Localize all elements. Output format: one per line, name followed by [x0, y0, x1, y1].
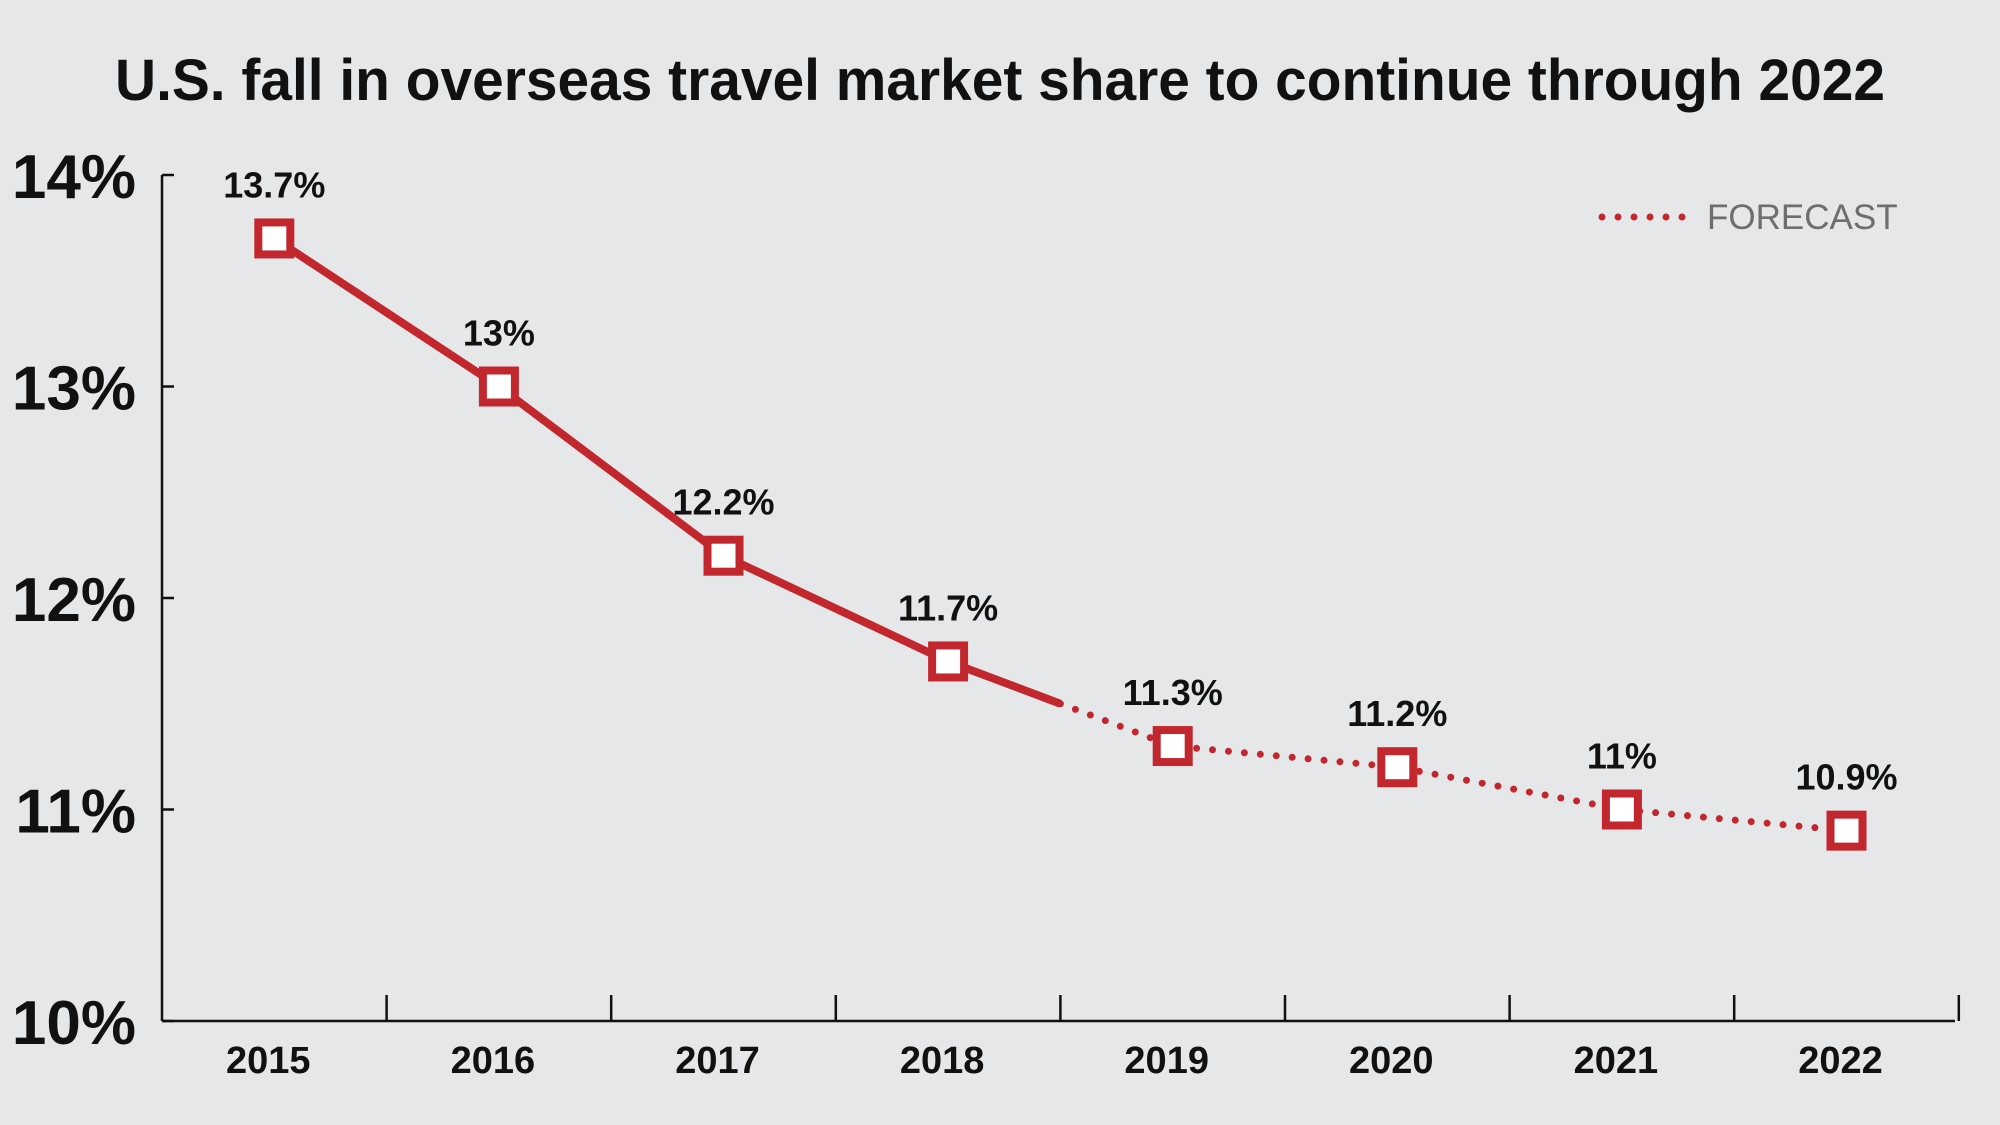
- y-tick-label: 13%: [12, 355, 136, 424]
- x-axis-ticks: 2015 2016 2017 2018 2019 2020 2021 2022: [226, 995, 1961, 1082]
- legend: FORECAST: [1598, 198, 1898, 237]
- x-tick-label: 2022: [1798, 1040, 1883, 1082]
- y-axis-ticks: 10% 11% 12% 13% 14%: [12, 143, 174, 1058]
- y-tick-label: 14%: [12, 143, 136, 212]
- data-label: 13%: [463, 313, 535, 354]
- data-label: 13.7%: [223, 164, 325, 205]
- data-label: 11.3%: [1123, 672, 1223, 713]
- data-point-marker: [1152, 726, 1193, 767]
- x-tick-label: 2015: [226, 1040, 311, 1082]
- y-tick-label: 11%: [15, 778, 136, 847]
- data-point-marker: [1601, 789, 1642, 830]
- x-tick-label: 2020: [1349, 1040, 1434, 1082]
- legend-forecast-label: FORECAST: [1707, 198, 1898, 237]
- x-tick-label: 2021: [1574, 1040, 1659, 1082]
- y-tick-label: 12%: [12, 566, 136, 635]
- data-point-marker: [478, 366, 519, 407]
- data-label: 10.9%: [1795, 757, 1897, 798]
- x-tick-label: 2016: [451, 1040, 536, 1082]
- data-label: 11.7%: [898, 587, 998, 628]
- data-markers: [254, 218, 1867, 851]
- data-point-marker: [1377, 747, 1418, 788]
- data-label: 11%: [1587, 736, 1657, 777]
- x-tick-label: 2018: [900, 1040, 985, 1082]
- y-tick-label: 10%: [12, 989, 136, 1058]
- data-point-marker: [928, 641, 969, 682]
- x-tick-label: 2017: [675, 1040, 760, 1082]
- data-point-marker: [703, 535, 744, 576]
- chart-title: U.S. fall in overseas travel market shar…: [115, 48, 1885, 113]
- axes: [160, 175, 1955, 1023]
- series-line-forecast: [1056, 700, 1850, 835]
- data-point-marker: [254, 218, 295, 259]
- x-tick-label: 2019: [1124, 1040, 1209, 1082]
- data-label: 12.2%: [672, 482, 774, 523]
- series-line-actual: [272, 235, 1062, 708]
- data-labels: 13.7% 13% 12.2% 11.7% 11.3% 11.2% 11% 10.9%: [223, 164, 1897, 797]
- data-label: 11.2%: [1347, 693, 1447, 734]
- data-point-marker: [1826, 810, 1867, 851]
